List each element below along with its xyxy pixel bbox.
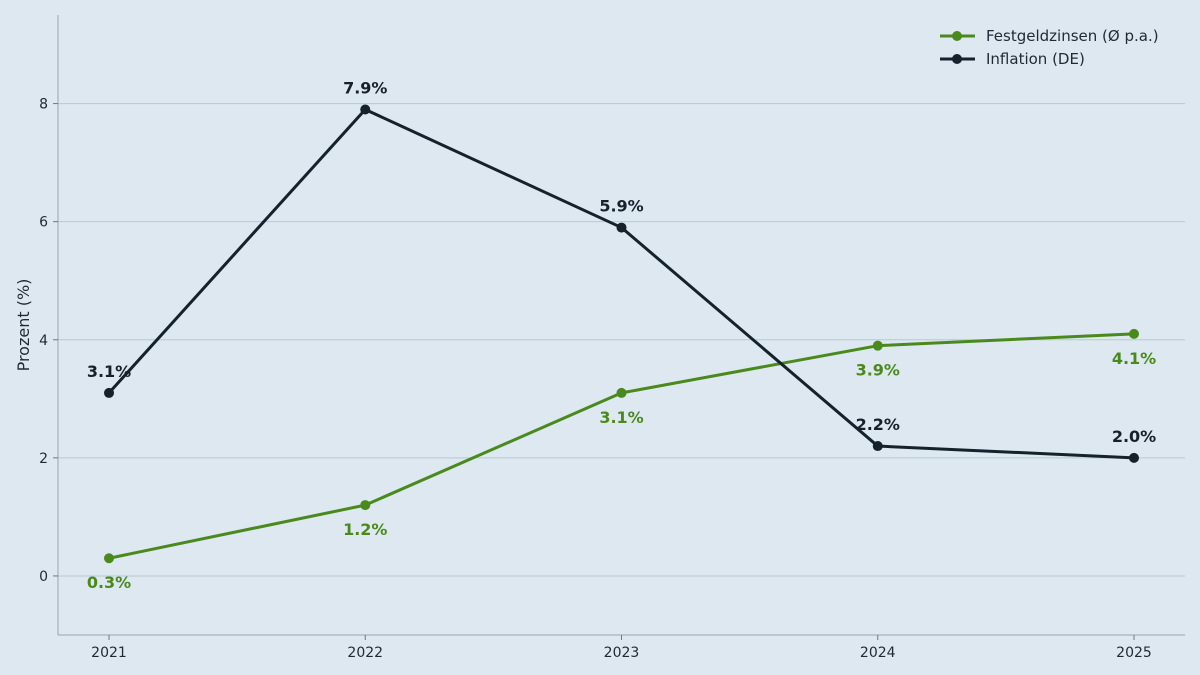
data-label: 1.2%	[343, 520, 387, 539]
series-line-0	[108, 332, 1135, 560]
data-point	[104, 387, 114, 398]
data-point	[616, 222, 627, 233]
x-tick-label: 2024	[860, 645, 896, 661]
data-point	[616, 387, 627, 398]
data-labels: 0.3% 1.2% 3.1% 3.9% 4.1% 3.1% 7.9% 5.9% 2.2% 2.0%	[87, 78, 1156, 592]
data-label: 3.9%	[856, 361, 900, 380]
data-label: 0.3%	[87, 573, 131, 592]
data-label: 3.1%	[599, 408, 643, 427]
data-label: 2.2%	[856, 415, 900, 434]
gridlines	[58, 103, 1185, 577]
data-label: 7.9%	[343, 78, 387, 97]
x-tick-label: 2021	[91, 645, 127, 661]
axes	[57, 15, 1185, 636]
data-label: 3.1%	[87, 362, 131, 381]
data-label: 5.9%	[599, 197, 643, 216]
data-point	[872, 340, 883, 351]
data-point	[872, 441, 883, 452]
y-tick-label: 2	[39, 451, 48, 467]
data-label: 4.1%	[1112, 349, 1156, 368]
x-tick-label: 2022	[347, 645, 383, 661]
data-point	[1129, 328, 1139, 339]
y-ticks: 0 2 4 6 8	[39, 97, 58, 585]
y-tick-label: 6	[39, 215, 48, 231]
legend-entry-label: Festgeldzinsen (Ø p.a.)	[986, 27, 1159, 45]
data-point	[1129, 452, 1139, 463]
data-point	[104, 553, 114, 564]
data-point	[360, 500, 371, 511]
legend-entry-label: Inflation (DE)	[986, 50, 1085, 68]
data-label: 2.0%	[1112, 427, 1156, 446]
data-point	[360, 104, 371, 115]
legend: Festgeldzinsen (Ø p.a.) Inflation (DE)	[940, 27, 1159, 68]
legend-swatch-marker	[952, 31, 962, 41]
y-tick-label: 8	[39, 97, 48, 113]
legend-swatch-marker	[952, 54, 962, 64]
x-ticks: 2021 2022 2023 2024 2025	[91, 635, 1152, 661]
x-tick-label: 2025	[1116, 645, 1152, 661]
y-tick-label: 4	[39, 333, 48, 349]
series-layer	[104, 104, 1139, 564]
y-tick-label: 0	[39, 569, 48, 585]
x-tick-label: 2023	[604, 645, 640, 661]
y-axis-label: Prozent (%)	[14, 279, 33, 372]
series-line-1	[107, 107, 1135, 460]
